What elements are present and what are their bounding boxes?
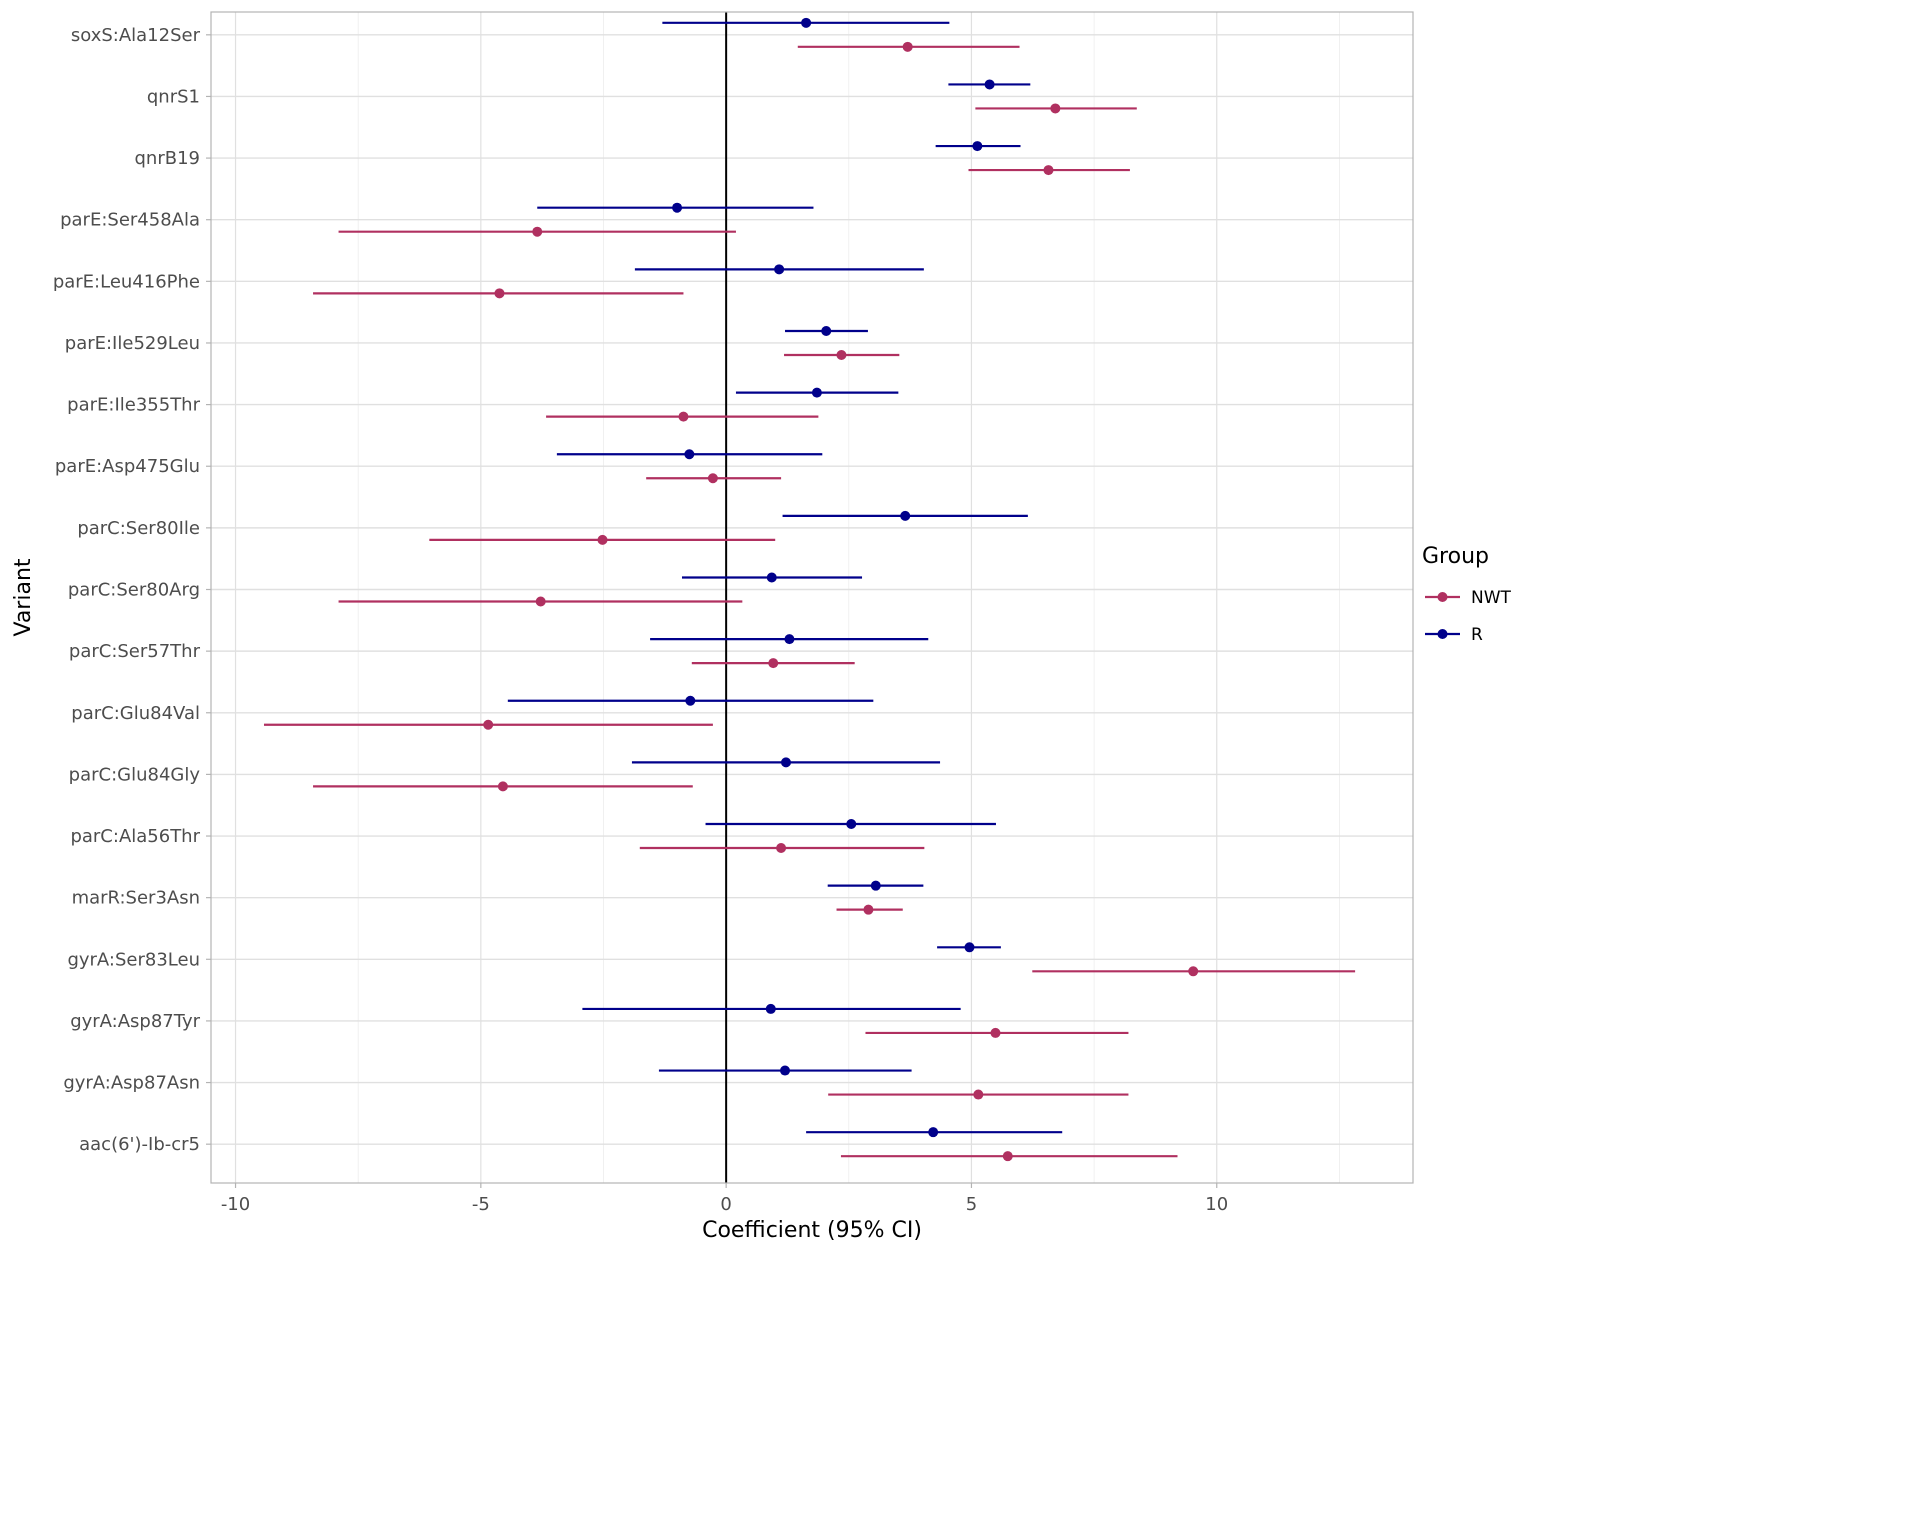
point-estimate-r <box>801 17 812 28</box>
point-estimate-nwt <box>768 658 779 669</box>
point-estimate-nwt <box>597 534 608 545</box>
point-estimate-nwt <box>497 781 508 792</box>
point-estimate-r <box>972 141 983 152</box>
y-tick-label: parE:Ser458Ala <box>60 210 200 231</box>
y-tick-label: soxS:Ala12Ser <box>71 25 201 46</box>
y-tick-label: parE:Asp475Glu <box>55 456 200 477</box>
point-estimate-r <box>846 819 857 830</box>
y-tick-label: parC:Glu84Val <box>71 703 200 724</box>
point-estimate-r <box>684 449 695 460</box>
y-tick-labels: soxS:Ala12Ser qnrS1 qnrB19 parE:Ser458Ala pa… <box>53 25 211 1155</box>
y-tick-label: parE:Leu416Phe <box>53 271 200 292</box>
y-tick-label: parC:Ser80Arg <box>68 580 200 601</box>
legend-key-point-r <box>1437 629 1448 639</box>
x-axis-title: Coefficient (95% CI) <box>702 1218 922 1243</box>
point-estimate-r <box>964 942 975 953</box>
x-tick-label: 0 <box>720 1194 731 1215</box>
y-tick-label: marR:Ser3Asn <box>72 888 200 909</box>
point-estimate-r <box>672 202 683 213</box>
y-tick-label: gyrA:Asp87Asn <box>63 1073 200 1094</box>
x-tick-label: -5 <box>472 1194 490 1215</box>
point-estimate-r <box>811 387 822 398</box>
point-estimate-nwt <box>1043 165 1054 176</box>
legend-title: Group <box>1422 544 1489 569</box>
y-tick-label: parC:Glu84Gly <box>69 764 201 785</box>
x-tick-label: 5 <box>966 1194 977 1215</box>
legend-label-nwt: NWT <box>1471 588 1512 608</box>
point-estimate-nwt <box>532 226 543 237</box>
y-tick-label: qnrB19 <box>135 148 201 169</box>
point-estimate-nwt <box>1188 966 1199 977</box>
point-estimate-r <box>821 325 832 336</box>
point-estimate-r <box>928 1127 939 1138</box>
point-estimate-r <box>774 264 785 275</box>
y-tick-label: gyrA:Ser83Leu <box>67 949 200 970</box>
forest-plot: soxS:Ala12Ser qnrS1 qnrB19 parE:Ser458Ala pa… <box>11 11 1512 1243</box>
y-axis-title: Variant <box>11 558 36 636</box>
point-estimate-r <box>984 79 995 90</box>
point-estimate-nwt <box>863 904 874 915</box>
point-estimate-nwt <box>535 596 546 607</box>
x-tick-label: 10 <box>1205 1194 1228 1215</box>
y-tick-label: parE:Ile355Thr <box>67 395 200 416</box>
point-estimate-nwt <box>707 473 718 484</box>
x-tick-label: -10 <box>221 1194 250 1215</box>
point-estimate-nwt <box>902 41 913 52</box>
panel-border <box>210 11 1414 1184</box>
point-estimate-r <box>685 695 696 706</box>
point-estimate-nwt <box>678 411 689 422</box>
point-estimate-nwt <box>973 1089 984 1100</box>
point-estimate-r <box>780 757 791 768</box>
point-estimate-r <box>900 510 911 521</box>
y-tick-label: aac(6')-Ib-cr5 <box>79 1134 200 1155</box>
legend-key-point-nwt <box>1437 592 1448 602</box>
point-estimate-r <box>784 634 795 645</box>
point-estimate-r <box>870 880 881 891</box>
legend: Group NWT R <box>1422 544 1512 645</box>
point-estimate-nwt <box>494 288 505 299</box>
legend-label-r: R <box>1471 625 1483 645</box>
y-tick-label: parC:Ser57Thr <box>69 641 201 662</box>
point-estimate-nwt <box>776 843 787 854</box>
point-estimate-r <box>765 1003 776 1014</box>
point-estimate-nwt <box>836 349 847 360</box>
x-tick-labels: -10 -5 0 5 10 <box>221 1183 1228 1215</box>
point-estimate-nwt <box>990 1027 1001 1038</box>
y-tick-label: parE:Ile529Leu <box>65 333 200 354</box>
data-marks <box>263 17 1356 1162</box>
y-tick-label: qnrS1 <box>147 86 200 107</box>
y-tick-label: gyrA:Asp87Tyr <box>70 1011 200 1032</box>
y-tick-label: parC:Ala56Thr <box>70 826 200 847</box>
y-tick-label: parC:Ser80Ile <box>77 518 200 539</box>
point-estimate-r <box>766 572 777 583</box>
point-estimate-nwt <box>1002 1151 1013 1162</box>
point-estimate-r <box>780 1065 791 1076</box>
grid-lines <box>211 12 1413 1183</box>
point-estimate-nwt <box>1050 103 1061 114</box>
point-estimate-nwt <box>483 719 494 730</box>
